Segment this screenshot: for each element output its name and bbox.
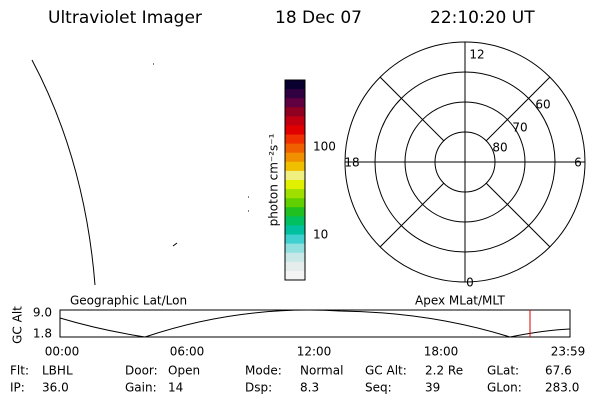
colorbar-segment (285, 98, 305, 108)
time: 22:10:20 UT (430, 8, 535, 28)
colorbar-segment (285, 261, 305, 272)
mlt-label: 6 (574, 156, 582, 170)
info-label: Mode: (245, 364, 282, 378)
y-tick-label: 1.8 (33, 327, 52, 341)
x-tick-label: 12:00 (297, 345, 332, 359)
colorbar-segment (285, 225, 305, 236)
date: 18 Dec 07 (275, 8, 362, 28)
info-value: 67.6 (545, 364, 572, 378)
colorbar (285, 80, 305, 281)
colorbar-segment (285, 107, 305, 117)
info-value: LBHL (42, 364, 73, 378)
colorbar-segment (285, 125, 305, 136)
mlt-label: 12 (469, 48, 484, 62)
colorbar-segment (285, 116, 305, 126)
info-value: Normal (300, 364, 343, 378)
instrument: Ultraviolet Imager (48, 8, 202, 28)
info-label: Door: (125, 364, 158, 378)
altitude-curve (59, 309, 571, 338)
info-value: 39 (425, 381, 440, 395)
colorbar-segment (285, 161, 305, 172)
info-label: IP: (10, 381, 25, 395)
colorbar-segment (285, 270, 305, 281)
polar-grid (344, 41, 586, 283)
colorbar-segment (285, 189, 305, 199)
info-value: 8.3 (300, 381, 319, 395)
info-value: 2.2 Re (425, 364, 463, 378)
colorbar-unit: photon cm⁻²s⁻¹ (267, 133, 281, 226)
x-tick-label: 06:00 (170, 345, 205, 359)
mlt-label: 0 (466, 276, 474, 290)
info-value: 283.0 (545, 381, 579, 395)
info-label: Gain: (125, 381, 157, 395)
earth-limb (31, 59, 96, 286)
colorbar-segment (285, 134, 305, 145)
colorbar-tick: 100 (313, 140, 336, 154)
info-label: Flt: (10, 364, 29, 378)
colorbar-segment (285, 252, 305, 263)
colorbar-segment (285, 152, 305, 163)
colorbar-segment (285, 198, 305, 208)
left-title: Geographic Lat/Lon (70, 294, 187, 308)
mlt-label: 18 (344, 156, 359, 170)
colorbar-tick: 10 (313, 228, 328, 242)
y-tick-label: 9.0 (33, 306, 52, 320)
info-label: GLat: (487, 364, 519, 378)
colorbar-frame (284, 79, 306, 281)
right-title: Apex MLat/MLT (415, 294, 505, 308)
altitude-axis-label: GC Alt (11, 306, 25, 344)
colorbar-segment (285, 80, 305, 90)
colorbar-segment (285, 180, 305, 190)
colorbar-segment (285, 216, 305, 226)
x-tick-label: 18:00 (424, 345, 459, 359)
info-value: 14 (168, 381, 183, 395)
colorbar-segment (285, 170, 305, 181)
info-label: Dsp: (245, 381, 272, 395)
specks (153, 63, 249, 247)
info-label: GC Alt: (365, 364, 407, 378)
x-tick-label: 00:00 (45, 345, 80, 359)
info-value: Open (168, 364, 200, 378)
info-label: Seq: (365, 381, 392, 395)
colorbar-segment (285, 234, 305, 245)
colorbar-segment (285, 89, 305, 99)
info-label: GLon: (487, 381, 522, 395)
info-value: 36.0 (42, 381, 69, 395)
x-tick-label: 23:59 (551, 345, 586, 359)
mlat-label: 70 (512, 121, 527, 135)
mlat-label: 60 (535, 98, 550, 112)
colorbar-segment (285, 143, 305, 154)
mlat-label: 80 (492, 141, 507, 155)
colorbar-segment (285, 243, 305, 254)
colorbar-segment (285, 207, 305, 217)
